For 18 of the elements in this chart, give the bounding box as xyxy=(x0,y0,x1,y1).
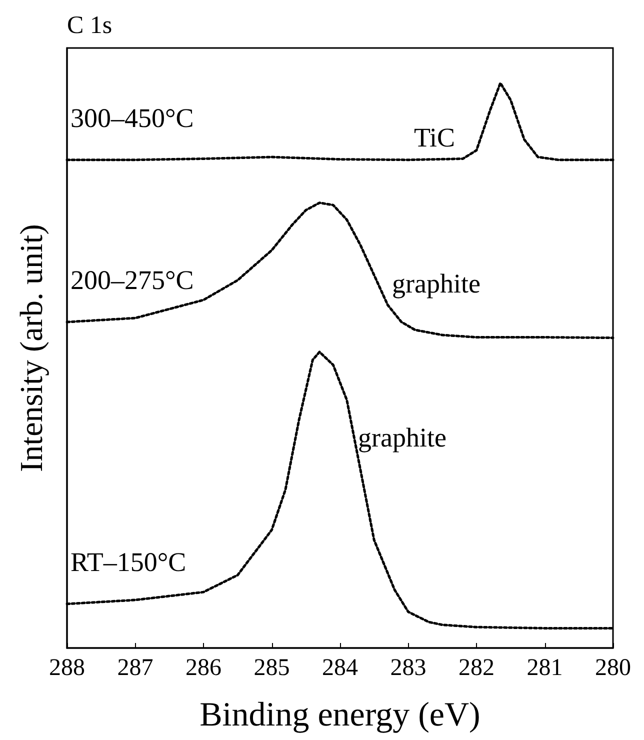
y-axis-title: Intensity (arb. unit) xyxy=(13,224,49,472)
annotation: TiC xyxy=(414,122,456,152)
annotation: graphite xyxy=(358,422,446,452)
x-tick-label: 288 xyxy=(49,655,85,681)
x-tick-label: 280 xyxy=(595,655,631,681)
series-label: 300–450°C xyxy=(70,102,194,133)
series-label: 200–275°C xyxy=(70,265,194,296)
x-axis-title: Binding energy (eV) xyxy=(200,696,480,734)
x-tick-label: 287 xyxy=(117,655,154,681)
x-tick-label: 281 xyxy=(526,655,563,681)
x-tick-label: 284 xyxy=(322,655,358,681)
x-tick-label: 283 xyxy=(390,655,426,681)
x-tick-label: 285 xyxy=(254,655,290,681)
x-tick-label: 286 xyxy=(186,655,222,681)
x-tick-label: 282 xyxy=(458,655,494,681)
annotation: graphite xyxy=(392,268,480,298)
series-label: RT–150°C xyxy=(70,546,186,577)
chart-title: C 1s xyxy=(67,12,112,39)
